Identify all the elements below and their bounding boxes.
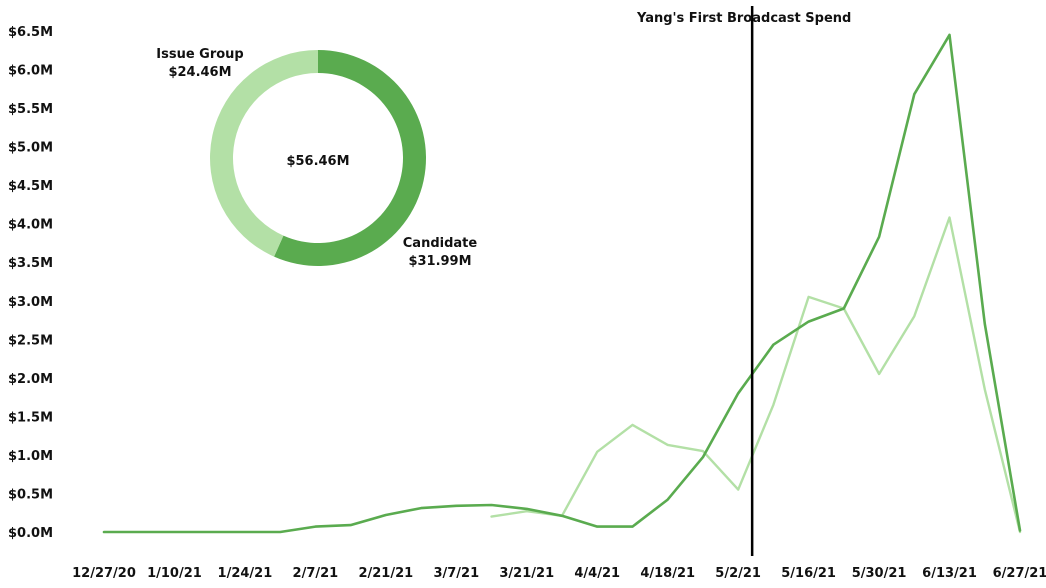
x-tick-label: 3/21/21 [499,566,554,581]
donut-chart: $56.46M Issue Group $24.46M Candidate $3… [156,47,477,269]
x-tick-label: 5/30/21 [852,566,907,581]
y-tick-label: $0.0M [8,526,53,541]
x-tick-label: 2/21/21 [358,566,413,581]
y-tick-label: $5.5M [8,102,53,117]
x-tick-label: 4/18/21 [640,566,695,581]
plot-area [102,33,1022,534]
y-tick-label: $2.5M [8,333,53,348]
x-axis: 12/27/20 1/10/21 1/24/21 2/7/21 2/21/21 3/7/2… [72,566,1046,581]
y-tick-label: $3.0M [8,295,53,310]
y-tick-label: $1.0M [8,449,53,464]
y-axis: $0.0M $0.5M $1.0M $1.5M $2.0M $2.5M $3.0M $3.5M… [8,25,53,541]
donut-value-candidate: $31.99M [408,254,471,269]
x-tick-label: 2/7/21 [293,566,339,581]
donut-label-issue-group: Issue Group [156,47,243,62]
y-tick-label: $6.0M [8,64,53,79]
donut-total-label: $56.46M [286,154,349,169]
x-tick-label: 1/10/21 [147,566,202,581]
y-tick-label: $0.5M [8,487,53,502]
x-tick-label: 1/24/21 [218,566,273,581]
annotation-layer: Yang's First Broadcast Spend [636,6,851,556]
donut-slice-candidate [274,50,426,266]
y-tick-label: $1.5M [8,410,53,425]
donut-value-issue-group: $24.46M [168,65,231,80]
series-line-candidate [102,33,1022,534]
x-tick-label: 5/16/21 [781,566,836,581]
y-tick-label: $2.0M [8,372,53,387]
y-tick-label: $3.5M [8,256,53,271]
x-tick-label: 12/27/20 [72,566,136,581]
x-tick-label: 5/2/21 [715,566,761,581]
broadcast-spend-annotation: Yang's First Broadcast Spend [636,11,851,26]
donut-slice-issue-group [210,50,318,257]
x-tick-label: 3/7/21 [433,566,479,581]
donut-label-candidate: Candidate [403,236,478,251]
y-tick-label: $4.5M [8,179,53,194]
y-tick-label: $5.0M [8,141,53,156]
y-tick-label: $4.0M [8,218,53,233]
x-tick-label: 4/4/21 [574,566,620,581]
x-tick-label: 6/13/21 [922,566,977,581]
x-tick-label: 6/27/21 [993,566,1046,581]
series-line-issue-group [490,216,1022,534]
y-tick-label: $6.5M [8,25,53,40]
